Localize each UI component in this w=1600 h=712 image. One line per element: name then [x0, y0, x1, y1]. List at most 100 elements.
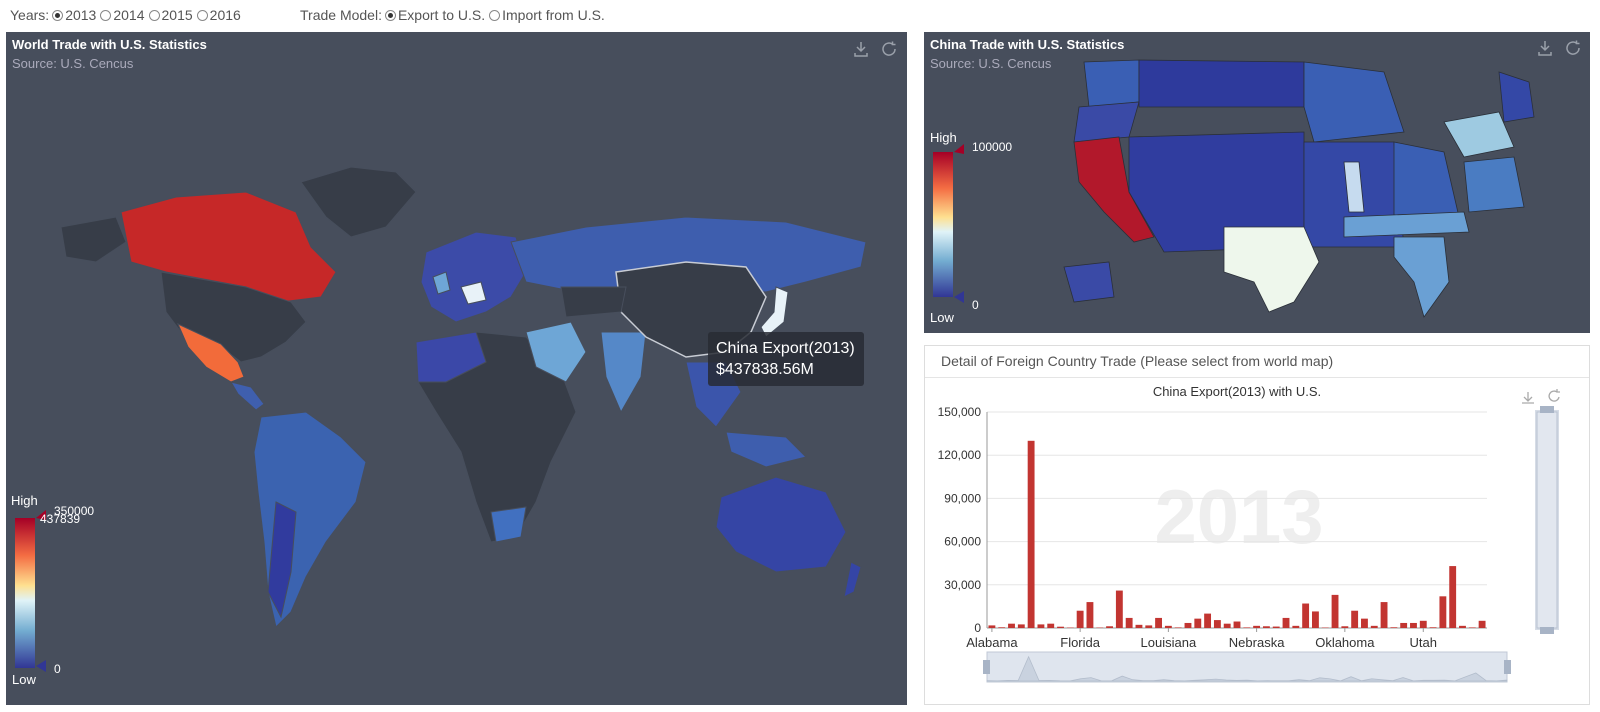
bar[interactable]: [1459, 625, 1466, 628]
bar[interactable]: [1282, 617, 1290, 628]
bar[interactable]: [1429, 627, 1437, 628]
bar[interactable]: [1449, 566, 1457, 628]
horizontal-zoom-handle-left[interactable]: [983, 660, 990, 674]
bar[interactable]: [1086, 602, 1094, 628]
radio-button[interactable]: [489, 9, 501, 21]
bar[interactable]: [1057, 626, 1064, 628]
bar[interactable]: [1017, 624, 1025, 628]
bar[interactable]: [1262, 626, 1270, 628]
bar[interactable]: [1410, 622, 1417, 628]
world-legend-high: High: [11, 493, 38, 508]
bar[interactable]: [1312, 611, 1319, 628]
trade-model-option-label: Import from U.S.: [502, 7, 605, 23]
trade-model-label: Trade Model:: [300, 7, 382, 23]
usa-map-title: China Trade with U.S. Statistics: [930, 37, 1125, 52]
bar[interactable]: [1174, 627, 1182, 628]
radio-button[interactable]: [52, 9, 64, 21]
bar[interactable]: [1194, 618, 1202, 628]
vertical-zoom-window[interactable]: [1536, 411, 1558, 629]
horizontal-zoom-handle-right[interactable]: [1504, 660, 1511, 674]
bar[interactable]: [1233, 621, 1241, 628]
bar[interactable]: [1243, 627, 1251, 628]
world-map-title: World Trade with U.S. Statistics: [12, 37, 207, 52]
refresh-icon[interactable]: [880, 40, 898, 58]
bar[interactable]: [1351, 610, 1359, 628]
world-legend-low: Low: [12, 672, 36, 687]
bar[interactable]: [1076, 610, 1084, 628]
usa-map[interactable]: [924, 32, 1590, 333]
bar[interactable]: [1155, 617, 1162, 628]
bar[interactable]: [1272, 626, 1280, 628]
usa-legend-scale[interactable]: [932, 142, 972, 322]
bar[interactable]: [1253, 625, 1261, 628]
radio-button[interactable]: [100, 9, 112, 21]
horizontal-zoom-preview: [986, 655, 1508, 682]
state-region: [1063, 261, 1115, 303]
refresh-icon[interactable]: [1548, 389, 1560, 402]
download-icon[interactable]: [1536, 39, 1554, 57]
bar[interactable]: [1400, 622, 1408, 628]
bar[interactable]: [998, 627, 1006, 628]
state-region: [1343, 211, 1470, 238]
state-bar-chart[interactable]: 2013 China Export(2013) with U.S. 0 30,000 6…: [925, 378, 1589, 704]
radio-button[interactable]: [196, 9, 208, 21]
trade-model-option-1[interactable]: Import from U.S.: [489, 7, 605, 23]
vertical-zoom-handle-bottom[interactable]: [1540, 627, 1554, 634]
bar[interactable]: [1331, 594, 1339, 628]
bar[interactable]: [1184, 622, 1192, 628]
bar[interactable]: [1439, 596, 1447, 628]
bar[interactable]: [1213, 620, 1221, 628]
bar[interactable]: [1037, 624, 1045, 628]
state-region: [1463, 156, 1525, 213]
bar[interactable]: [1302, 603, 1310, 628]
map-region: [560, 286, 627, 318]
bar[interactable]: [1135, 624, 1143, 628]
year-option-2[interactable]: 2015: [148, 7, 193, 23]
bar[interactable]: [1204, 613, 1212, 628]
download-icon[interactable]: [1522, 392, 1534, 404]
map-region: [300, 166, 417, 238]
download-icon[interactable]: [852, 40, 870, 58]
bar[interactable]: [1125, 617, 1133, 628]
bar[interactable]: [1292, 625, 1300, 628]
bar[interactable]: [1478, 620, 1486, 628]
world-map[interactable]: [6, 32, 907, 705]
bar[interactable]: [1027, 440, 1035, 628]
bar[interactable]: [1164, 625, 1172, 628]
map-region: [725, 431, 807, 468]
year-option-3[interactable]: 2016: [196, 7, 241, 23]
bar[interactable]: [1106, 626, 1113, 628]
year-option-1[interactable]: 2014: [100, 7, 145, 23]
world-legend-scale[interactable]: [14, 508, 74, 678]
bar[interactable]: [1390, 627, 1398, 628]
radio-button[interactable]: [148, 9, 160, 21]
map-region: [160, 271, 307, 363]
y-tick-label: 150,000: [938, 405, 982, 419]
bar[interactable]: [988, 625, 996, 628]
bar[interactable]: [1370, 625, 1378, 628]
bar[interactable]: [1145, 625, 1153, 628]
vertical-zoom-handle-top[interactable]: [1540, 406, 1554, 413]
refresh-icon[interactable]: [1564, 39, 1582, 57]
year-option-0[interactable]: 2013: [52, 7, 96, 23]
radio-button[interactable]: [384, 9, 396, 21]
map-region: [120, 191, 337, 303]
bar[interactable]: [1361, 618, 1368, 628]
map-region: [715, 476, 847, 573]
world-legend-min: 0: [54, 662, 61, 676]
bar[interactable]: [1468, 627, 1476, 628]
bar[interactable]: [1047, 623, 1055, 628]
map-region: [267, 501, 297, 619]
state-region: [1138, 59, 1305, 108]
bar[interactable]: [1419, 620, 1427, 628]
horizontal-zoom-track[interactable]: [986, 651, 1508, 683]
trade-model-option-0[interactable]: Export to U.S.: [384, 7, 485, 23]
map-region: [60, 216, 127, 263]
bar[interactable]: [1341, 626, 1349, 628]
bar[interactable]: [1115, 590, 1123, 628]
bar[interactable]: [1008, 623, 1015, 628]
usa-legend-min: 0: [972, 298, 979, 312]
bar[interactable]: [1223, 623, 1231, 628]
y-tick-label: 0: [974, 621, 981, 635]
bar[interactable]: [1380, 602, 1388, 628]
